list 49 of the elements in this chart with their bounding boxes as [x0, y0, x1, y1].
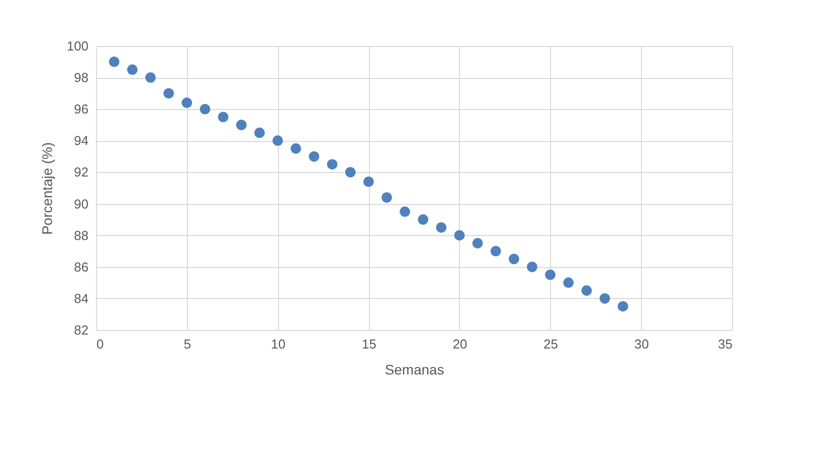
point: [218, 112, 228, 122]
x-tick-label: 20: [452, 336, 468, 352]
x-tick-label: 30: [634, 336, 649, 352]
point: [490, 246, 502, 256]
point: [418, 214, 428, 225]
x-tick-label: 10: [270, 336, 286, 352]
y-tick-label: 94: [74, 133, 88, 148]
point: [326, 159, 338, 170]
y-tick-label: 84: [74, 290, 88, 306]
point: [254, 128, 265, 138]
point: [163, 88, 174, 99]
point: [363, 176, 374, 187]
y-tick-label: 92: [74, 164, 88, 180]
x-tick-label: 0: [96, 336, 104, 352]
point: [563, 277, 574, 288]
x-tick-label: 35: [718, 336, 732, 352]
point: [545, 270, 556, 280]
point: [508, 254, 520, 264]
y-tick-label: 98: [74, 70, 88, 86]
point: [581, 285, 592, 296]
point: [236, 120, 247, 130]
point: [436, 222, 446, 233]
point: [472, 238, 483, 248]
point: [382, 192, 392, 203]
point: [145, 72, 156, 83]
y-tick-label: 86: [74, 259, 88, 274]
x-tick-label: 15: [362, 336, 376, 352]
y-tick-label: 90: [74, 196, 88, 212]
y-tick-label: 88: [74, 228, 88, 243]
point: [526, 262, 538, 272]
point: [272, 135, 283, 146]
x-tick-label: 25: [544, 336, 558, 352]
point: [127, 64, 138, 75]
point: [600, 293, 610, 304]
point: [290, 143, 302, 154]
point: [182, 98, 192, 108]
point: [345, 166, 356, 178]
x-axis-title: Semanas: [384, 362, 444, 378]
point: [454, 230, 465, 241]
y-axis-title: Porcentaje (%): [38, 142, 55, 235]
y-tick-label: 100: [66, 38, 88, 54]
point: [400, 206, 410, 217]
point: [618, 301, 628, 312]
y-tick-label: 82: [74, 322, 88, 338]
point: [200, 104, 210, 114]
point: [108, 56, 120, 68]
point: [308, 151, 320, 162]
y-tick-label: 96: [74, 102, 88, 117]
x-tick-label: 5: [184, 336, 191, 352]
